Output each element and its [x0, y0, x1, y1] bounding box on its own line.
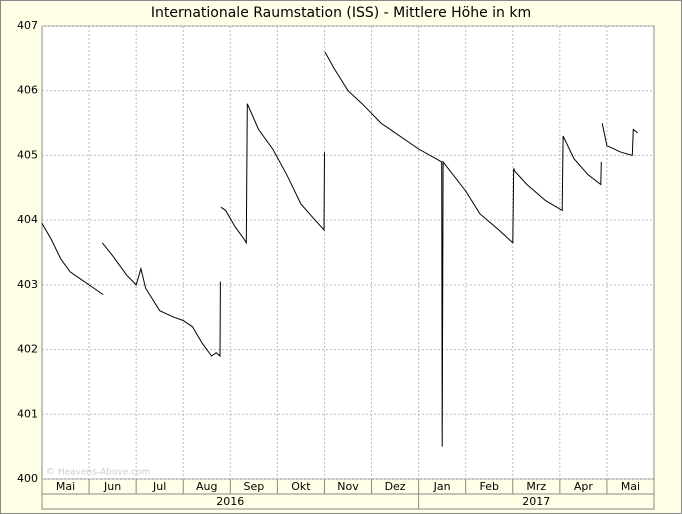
x-tick-label: Dez: [385, 480, 406, 493]
x-tick-label: Sep: [243, 480, 264, 493]
y-tick-label: 407: [17, 19, 38, 32]
x-tick-label: Nov: [337, 480, 359, 493]
y-tick-label: 403: [17, 278, 38, 291]
x-tick-label: Jul: [152, 480, 166, 493]
year-label: 2016: [216, 495, 244, 508]
y-tick-label: 406: [17, 84, 38, 97]
x-tick-label: Okt: [291, 480, 311, 493]
x-tick-label: Mrz: [526, 480, 546, 493]
data-line: [41, 51, 638, 447]
y-tick-label: 405: [17, 148, 38, 161]
x-tick-label: Mai: [621, 480, 640, 493]
x-tick-label: Jan: [433, 480, 451, 493]
x-tick-label: Aug: [196, 480, 217, 493]
chart-title: Internationale Raumstation (ISS) - Mittl…: [151, 5, 531, 21]
y-tick-label: 400: [17, 472, 38, 485]
y-tick-label: 404: [17, 213, 38, 226]
watermark: © Heavens-Above.com: [46, 468, 150, 478]
plot-area: [41, 25, 655, 480]
x-tick-label: Jun: [103, 480, 121, 493]
y-tick-label: 402: [17, 343, 38, 356]
x-tick-label: Mai: [56, 480, 75, 493]
y-tick-label: 401: [17, 407, 38, 420]
x-tick-label: Apr: [574, 480, 594, 493]
year-label: 2017: [522, 495, 550, 508]
x-tick-label: Feb: [479, 480, 498, 493]
